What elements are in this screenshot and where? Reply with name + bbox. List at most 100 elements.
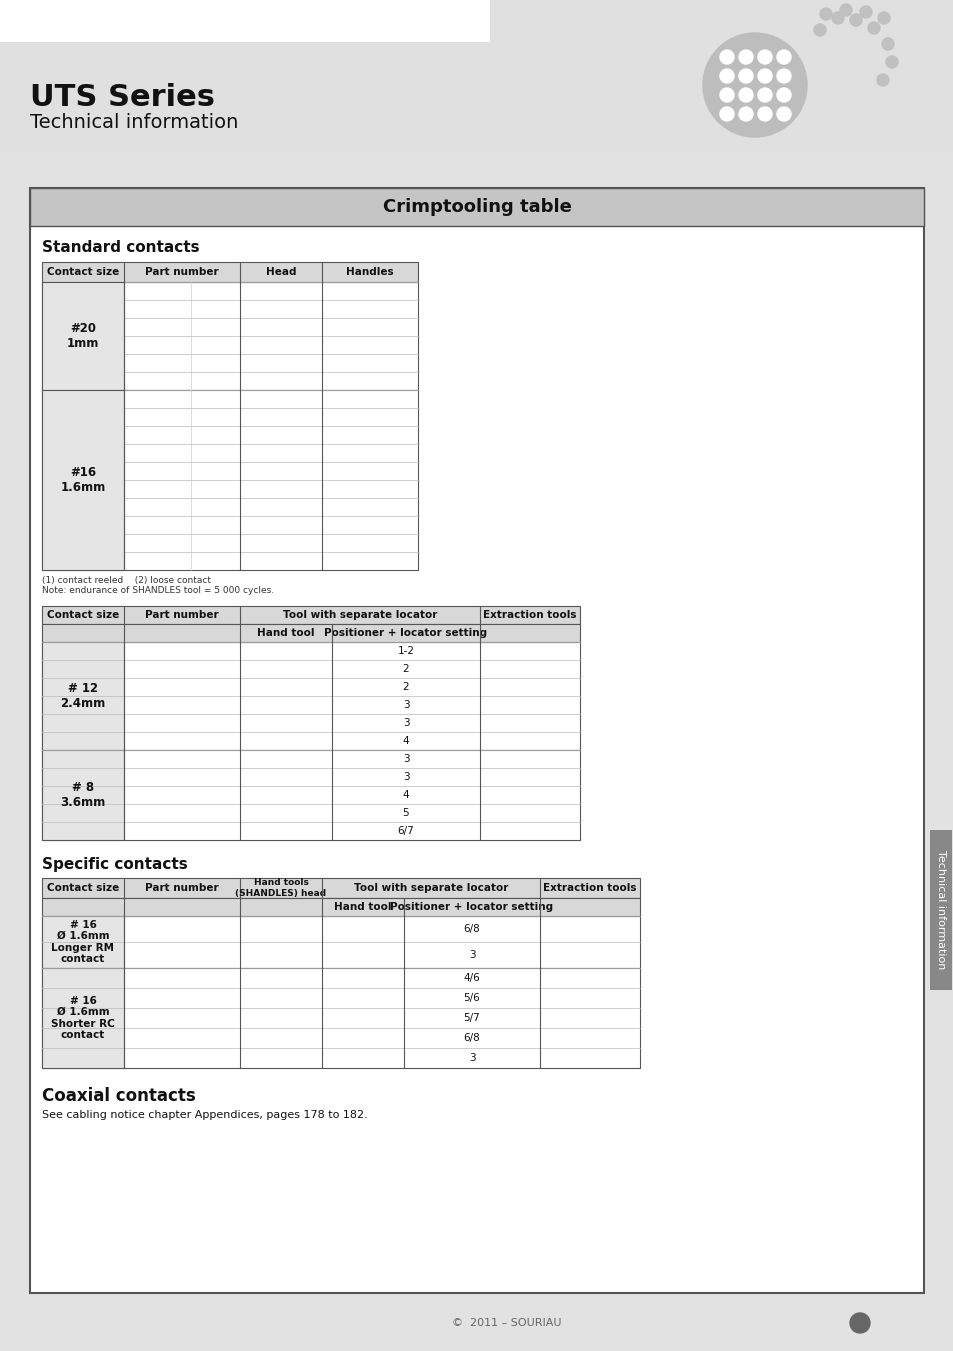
Text: #20
1mm: #20 1mm [67, 322, 99, 350]
Text: Extraction tools: Extraction tools [483, 611, 577, 620]
Text: 5/6: 5/6 [463, 993, 480, 1002]
Bar [0, 42, 953, 155]
Text: # 16
Ø 1.6mm
Shorter RC
contact: # 16 Ø 1.6mm Shorter RC contact [51, 996, 114, 1040]
Text: Tool with separate locator: Tool with separate locator [282, 611, 436, 620]
Text: 3: 3 [468, 1052, 475, 1063]
Bar [42, 916, 124, 969]
Bar [0, 42, 953, 155]
Bar [42, 878, 639, 898]
Bar [42, 282, 124, 390]
Text: 5/7: 5/7 [463, 1013, 480, 1023]
Bar [0, 0, 490, 42]
Text: #16
1.6mm: #16 1.6mm [60, 466, 106, 494]
Text: 2: 2 [402, 682, 409, 692]
Bar [0, 0, 953, 155]
Circle shape [876, 74, 888, 86]
Circle shape [720, 107, 733, 122]
Bar [30, 188, 923, 226]
Circle shape [776, 69, 790, 82]
Text: Part number: Part number [145, 611, 218, 620]
Circle shape [739, 50, 752, 63]
Circle shape [849, 1313, 869, 1333]
Text: 3: 3 [402, 700, 409, 711]
Bar [42, 607, 579, 624]
Circle shape [840, 4, 851, 16]
Bar [42, 898, 639, 916]
Text: Positioner + locator setting: Positioner + locator setting [390, 902, 553, 912]
Text: # 12
2.4mm: # 12 2.4mm [60, 682, 106, 711]
Text: Head: Head [266, 267, 296, 277]
Bar [0, 0, 490, 42]
Circle shape [758, 107, 771, 122]
Text: 4: 4 [402, 790, 409, 800]
Circle shape [776, 50, 790, 63]
Text: Positioner + locator setting: Positioner + locator setting [324, 628, 487, 638]
Text: 6/8: 6/8 [463, 1034, 480, 1043]
Text: See cabling notice chapter Appendices, pages 178 to 182.: See cabling notice chapter Appendices, p… [42, 1111, 367, 1120]
Circle shape [758, 50, 771, 63]
Text: Hand tool: Hand tool [334, 902, 392, 912]
Text: Handles: Handles [346, 267, 394, 277]
Bar [42, 624, 579, 642]
Text: 6/7: 6/7 [397, 825, 414, 836]
Bar [42, 969, 124, 1069]
Text: 3: 3 [402, 754, 409, 765]
Text: (1) contact reeled    (2) loose contact
Note: endurance of SHANDLES tool = 5 000: (1) contact reeled (2) loose contact Not… [42, 576, 274, 596]
Text: Contact size: Contact size [47, 884, 119, 893]
Bar [0, 0, 953, 155]
Bar [42, 750, 124, 840]
Bar [30, 188, 923, 1293]
Circle shape [885, 55, 897, 68]
Text: Contact size: Contact size [47, 611, 119, 620]
Text: Tool with separate locator: Tool with separate locator [354, 884, 508, 893]
Circle shape [859, 5, 871, 18]
Text: ©  2011 – SOURIAU: © 2011 – SOURIAU [452, 1319, 561, 1328]
Text: Specific contacts: Specific contacts [42, 857, 188, 871]
Bar [42, 916, 639, 969]
Circle shape [720, 69, 733, 82]
Text: 4/6: 4/6 [463, 973, 480, 984]
Circle shape [720, 50, 733, 63]
Circle shape [758, 88, 771, 101]
Text: 3: 3 [402, 771, 409, 782]
Text: # 8
3.6mm: # 8 3.6mm [60, 781, 106, 809]
Bar [929, 830, 951, 990]
Text: 3: 3 [402, 717, 409, 728]
Circle shape [867, 22, 879, 34]
Text: 5: 5 [402, 808, 409, 817]
Bar [42, 642, 579, 750]
Text: UTS Series: UTS Series [30, 82, 214, 112]
Text: Crimptooling table: Crimptooling table [382, 199, 571, 216]
Circle shape [702, 32, 806, 136]
Text: Technical information: Technical information [935, 850, 945, 970]
Text: Standard contacts: Standard contacts [42, 240, 199, 255]
Circle shape [776, 88, 790, 101]
Bar [42, 262, 417, 282]
Circle shape [739, 107, 752, 122]
Circle shape [820, 8, 831, 20]
Text: Technical information: Technical information [30, 112, 238, 131]
Bar [42, 969, 639, 1069]
Circle shape [739, 69, 752, 82]
Circle shape [877, 12, 889, 24]
Circle shape [758, 69, 771, 82]
Circle shape [882, 38, 893, 50]
Text: Extraction tools: Extraction tools [542, 884, 636, 893]
Text: Coaxial contacts: Coaxial contacts [42, 1088, 195, 1105]
Bar [42, 750, 579, 840]
Text: 1-2: 1-2 [397, 646, 414, 657]
Bar [42, 282, 417, 390]
Circle shape [776, 107, 790, 122]
Bar [42, 642, 124, 750]
Bar [0, 0, 953, 155]
Circle shape [739, 88, 752, 101]
Circle shape [720, 88, 733, 101]
Text: Part number: Part number [145, 884, 218, 893]
Text: Hand tool: Hand tool [257, 628, 314, 638]
Text: Contact size: Contact size [47, 267, 119, 277]
Circle shape [849, 14, 862, 26]
Bar [42, 390, 124, 570]
Text: # 16
Ø 1.6mm
Longer RM
contact: # 16 Ø 1.6mm Longer RM contact [51, 920, 114, 965]
Text: 4: 4 [402, 736, 409, 746]
Circle shape [831, 12, 843, 24]
